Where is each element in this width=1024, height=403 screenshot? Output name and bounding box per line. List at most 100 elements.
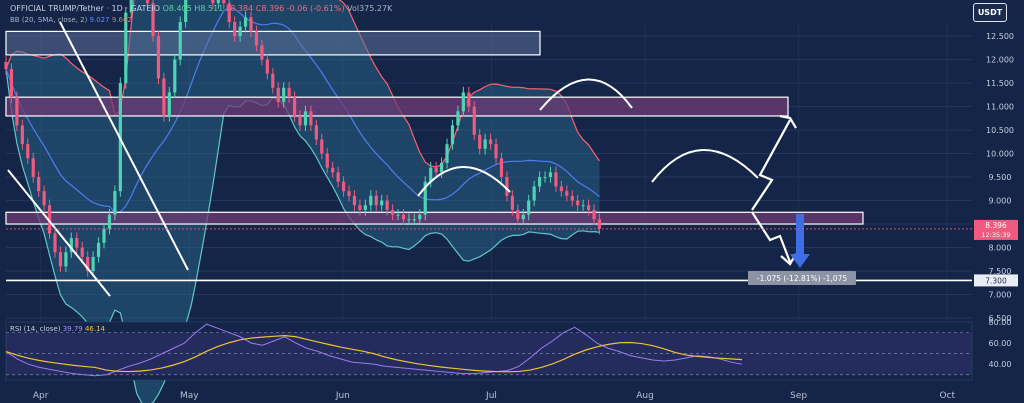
candle — [352, 190, 357, 211]
candle — [64, 246, 68, 272]
rsi-header: RSI (14, close) 39.79 46.14 — [10, 325, 105, 333]
candle — [298, 110, 302, 132]
candle — [597, 213, 602, 235]
candle — [276, 82, 280, 108]
exchange-name: GATEIO — [130, 4, 161, 13]
candle-body — [173, 59, 177, 93]
candle — [129, 0, 133, 19]
candle-body — [407, 219, 411, 221]
bear-arrow-path — [751, 211, 792, 263]
candle — [303, 105, 308, 132]
candle-body — [456, 111, 460, 126]
candle-body — [151, 3, 155, 37]
candle — [369, 190, 373, 211]
candle — [124, 6, 128, 89]
candle — [537, 171, 542, 193]
candle-body — [461, 92, 465, 112]
x-tick-label: Aug — [636, 391, 654, 401]
candle — [445, 138, 449, 169]
head-arc — [539, 78, 633, 111]
candle-body — [156, 36, 161, 79]
candle-body — [129, 0, 133, 13]
candle — [554, 166, 558, 193]
y-tick-label: 7.500 — [989, 267, 1012, 276]
candle-body — [472, 106, 476, 135]
candle-body — [331, 167, 335, 173]
candle-body — [80, 247, 84, 257]
candle — [86, 251, 90, 277]
candle-body — [412, 219, 416, 221]
candle-body — [434, 167, 438, 173]
candle — [31, 152, 35, 183]
y-tick-label: 11.000 — [986, 103, 1014, 112]
candle — [216, 0, 220, 9]
candle-body — [390, 209, 395, 215]
candle-body — [597, 219, 602, 229]
candle — [429, 162, 433, 188]
candle — [532, 180, 536, 207]
rsi-ma-value: 46.14 — [84, 325, 106, 333]
candle-body — [227, 3, 231, 23]
change-value: -0.06 (-0.61%) — [286, 4, 345, 13]
candle-body — [570, 195, 574, 201]
x-tick-label: Oct — [939, 391, 955, 401]
candle-body — [271, 73, 275, 88]
candle-body — [429, 167, 433, 182]
candle-body — [113, 191, 117, 215]
rsi-ma-line — [5, 334, 743, 373]
candle-body — [178, 22, 182, 60]
candle — [75, 232, 79, 254]
rsi-label: RSI (14, close) — [10, 325, 61, 333]
candle-body — [309, 111, 313, 126]
candle-body — [510, 195, 514, 210]
x-tick-label: Jul — [485, 391, 497, 401]
candle-body — [86, 256, 90, 272]
candle — [42, 185, 46, 211]
candle — [548, 166, 553, 183]
candle — [363, 199, 367, 216]
x-tick-label: Jun — [335, 391, 350, 401]
currency-badge[interactable]: USDT — [973, 3, 1007, 22]
candle-body — [374, 195, 378, 206]
candle-body — [222, 0, 226, 4]
candle — [292, 91, 297, 122]
candle — [178, 16, 182, 66]
candle — [4, 56, 8, 75]
bull-arrow-head — [779, 114, 797, 129]
candle — [565, 185, 569, 202]
candle — [423, 176, 427, 221]
candle — [238, 21, 242, 42]
candle-body — [265, 59, 269, 74]
candle-body — [314, 125, 318, 140]
candle-body — [439, 162, 444, 173]
candle — [505, 171, 509, 202]
rsi-y-tick-label: 60.00 — [989, 339, 1012, 348]
high-value: H8.511 — [194, 4, 224, 13]
candle — [434, 162, 438, 178]
candle-body — [499, 158, 504, 178]
measure-label-bg — [748, 271, 856, 285]
candle-body — [467, 92, 471, 107]
candle — [510, 190, 514, 216]
measure-label: -1.075 (-12.81%) -1,075 — [748, 271, 856, 285]
candle-body — [423, 181, 427, 215]
target-value: 7.300 — [985, 276, 1007, 285]
candle-body — [276, 87, 280, 102]
timeframe: 1D — [111, 4, 123, 13]
candle-body — [396, 214, 400, 216]
candle-body — [249, 17, 253, 32]
candle-body — [450, 125, 455, 145]
candle-body — [401, 214, 406, 220]
target-badge — [974, 274, 1018, 287]
candle — [173, 53, 177, 99]
candle-body — [325, 153, 329, 168]
x-tick-label: Apr — [33, 391, 49, 401]
candle-body — [380, 200, 384, 206]
measure-arrow-head — [790, 254, 810, 268]
candle-body — [488, 139, 493, 145]
candle — [282, 82, 286, 108]
y-tick-label: 10.000 — [986, 150, 1014, 159]
candle — [467, 86, 471, 113]
